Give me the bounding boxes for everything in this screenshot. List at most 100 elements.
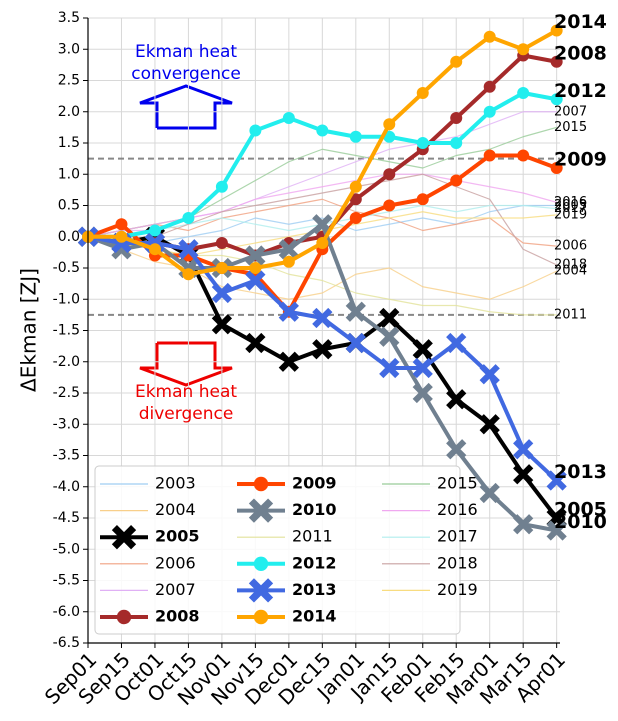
marker bbox=[312, 214, 333, 235]
legend-label: 2010 bbox=[292, 500, 337, 519]
legend-label: 2012 bbox=[292, 553, 337, 572]
y-tick-label: -2.5 bbox=[53, 385, 80, 401]
marker bbox=[479, 364, 500, 385]
marker bbox=[379, 326, 400, 347]
end-label: 2018 bbox=[554, 257, 587, 272]
convergence-arrow bbox=[139, 84, 233, 130]
marker bbox=[211, 314, 233, 335]
end-label: 2008 bbox=[554, 42, 607, 64]
y-tick-label: -5.5 bbox=[53, 573, 80, 589]
marker bbox=[253, 609, 269, 625]
marker bbox=[115, 230, 128, 243]
annotation-line: Ekman heat bbox=[135, 382, 237, 402]
y-tick-label: -1.5 bbox=[53, 323, 80, 339]
marker bbox=[483, 30, 496, 43]
end-label: 2015 bbox=[554, 120, 587, 135]
end-label: 2007 bbox=[554, 104, 587, 119]
legend-label: 2007 bbox=[155, 580, 196, 599]
marker bbox=[245, 245, 266, 266]
y-tick-label: -0.5 bbox=[53, 260, 80, 276]
marker bbox=[249, 124, 262, 137]
marker bbox=[249, 262, 262, 274]
y-tick-label: 2.5 bbox=[58, 73, 80, 89]
marker bbox=[316, 124, 329, 137]
y-tick-label: 0.5 bbox=[58, 198, 80, 214]
marker bbox=[253, 476, 269, 492]
marker bbox=[450, 112, 463, 124]
marker bbox=[345, 332, 366, 354]
annotation: Ekman heat convergence bbox=[131, 42, 241, 84]
marker bbox=[278, 239, 299, 260]
marker bbox=[312, 307, 333, 329]
marker bbox=[513, 464, 534, 485]
marker bbox=[513, 439, 534, 460]
marker bbox=[546, 470, 567, 491]
series-line bbox=[87, 236, 557, 300]
legend-label: 2009 bbox=[292, 474, 337, 493]
marker bbox=[513, 514, 534, 535]
end-label: 2004 bbox=[554, 264, 587, 279]
y-tick-label: 3.5 bbox=[58, 10, 80, 26]
annotation: Ekman heat divergence bbox=[135, 382, 237, 424]
marker bbox=[383, 168, 396, 181]
marker bbox=[211, 282, 233, 304]
marker bbox=[383, 118, 396, 131]
end-label: 2011 bbox=[554, 307, 587, 322]
marker bbox=[245, 270, 266, 291]
legend-label: 2005 bbox=[155, 527, 200, 546]
y-axis-label: ΔEkman [ZJ] bbox=[17, 268, 41, 392]
end-label: 2010 bbox=[554, 511, 607, 533]
marker bbox=[111, 525, 137, 550]
marker bbox=[450, 137, 463, 149]
end-label: 2013 bbox=[554, 461, 607, 483]
y-tick-label: 0.0 bbox=[58, 229, 80, 245]
marker bbox=[345, 301, 366, 322]
legend-label: 2015 bbox=[437, 474, 478, 493]
marker bbox=[479, 414, 500, 435]
marker bbox=[412, 382, 433, 404]
marker bbox=[182, 268, 195, 281]
marker bbox=[215, 237, 228, 249]
marker bbox=[412, 357, 433, 379]
legend-label: 2017 bbox=[437, 527, 478, 546]
marker bbox=[517, 43, 530, 56]
marker bbox=[479, 482, 500, 504]
marker bbox=[550, 24, 563, 37]
marker bbox=[349, 212, 362, 224]
series-line bbox=[87, 173, 557, 238]
y-tick-label: -4.0 bbox=[53, 479, 80, 495]
marker bbox=[450, 55, 463, 68]
marker bbox=[148, 243, 161, 256]
y-tick-label: 1.0 bbox=[58, 166, 80, 182]
marker bbox=[412, 339, 433, 360]
end-label: 2019 bbox=[554, 207, 587, 222]
divergence-arrow bbox=[139, 341, 233, 387]
end-label: 2016 bbox=[554, 195, 587, 210]
marker bbox=[483, 149, 496, 162]
annotation-line: convergence bbox=[131, 64, 241, 84]
marker bbox=[446, 389, 467, 410]
marker bbox=[349, 193, 362, 206]
marker bbox=[248, 498, 274, 523]
marker bbox=[278, 301, 299, 322]
marker bbox=[253, 556, 269, 571]
legend-label: 2014 bbox=[292, 607, 337, 626]
y-tick-label: 2.0 bbox=[58, 104, 80, 120]
legend-box bbox=[94, 465, 461, 635]
legend-label: 2013 bbox=[292, 580, 337, 599]
marker bbox=[178, 239, 199, 260]
marker bbox=[546, 520, 567, 541]
marker bbox=[278, 351, 299, 372]
marker bbox=[349, 130, 362, 143]
marker bbox=[416, 137, 429, 149]
annotation-line: Ekman heat bbox=[135, 42, 237, 62]
marker bbox=[282, 112, 295, 124]
y-tick-label: -1.0 bbox=[53, 291, 80, 307]
marker bbox=[248, 578, 274, 603]
annotation-line: divergence bbox=[139, 404, 234, 424]
y-tick-label: -5.0 bbox=[53, 541, 80, 557]
marker bbox=[483, 80, 496, 93]
legend-label: 2004 bbox=[155, 500, 196, 519]
y-tick-label: -2.0 bbox=[53, 354, 80, 370]
